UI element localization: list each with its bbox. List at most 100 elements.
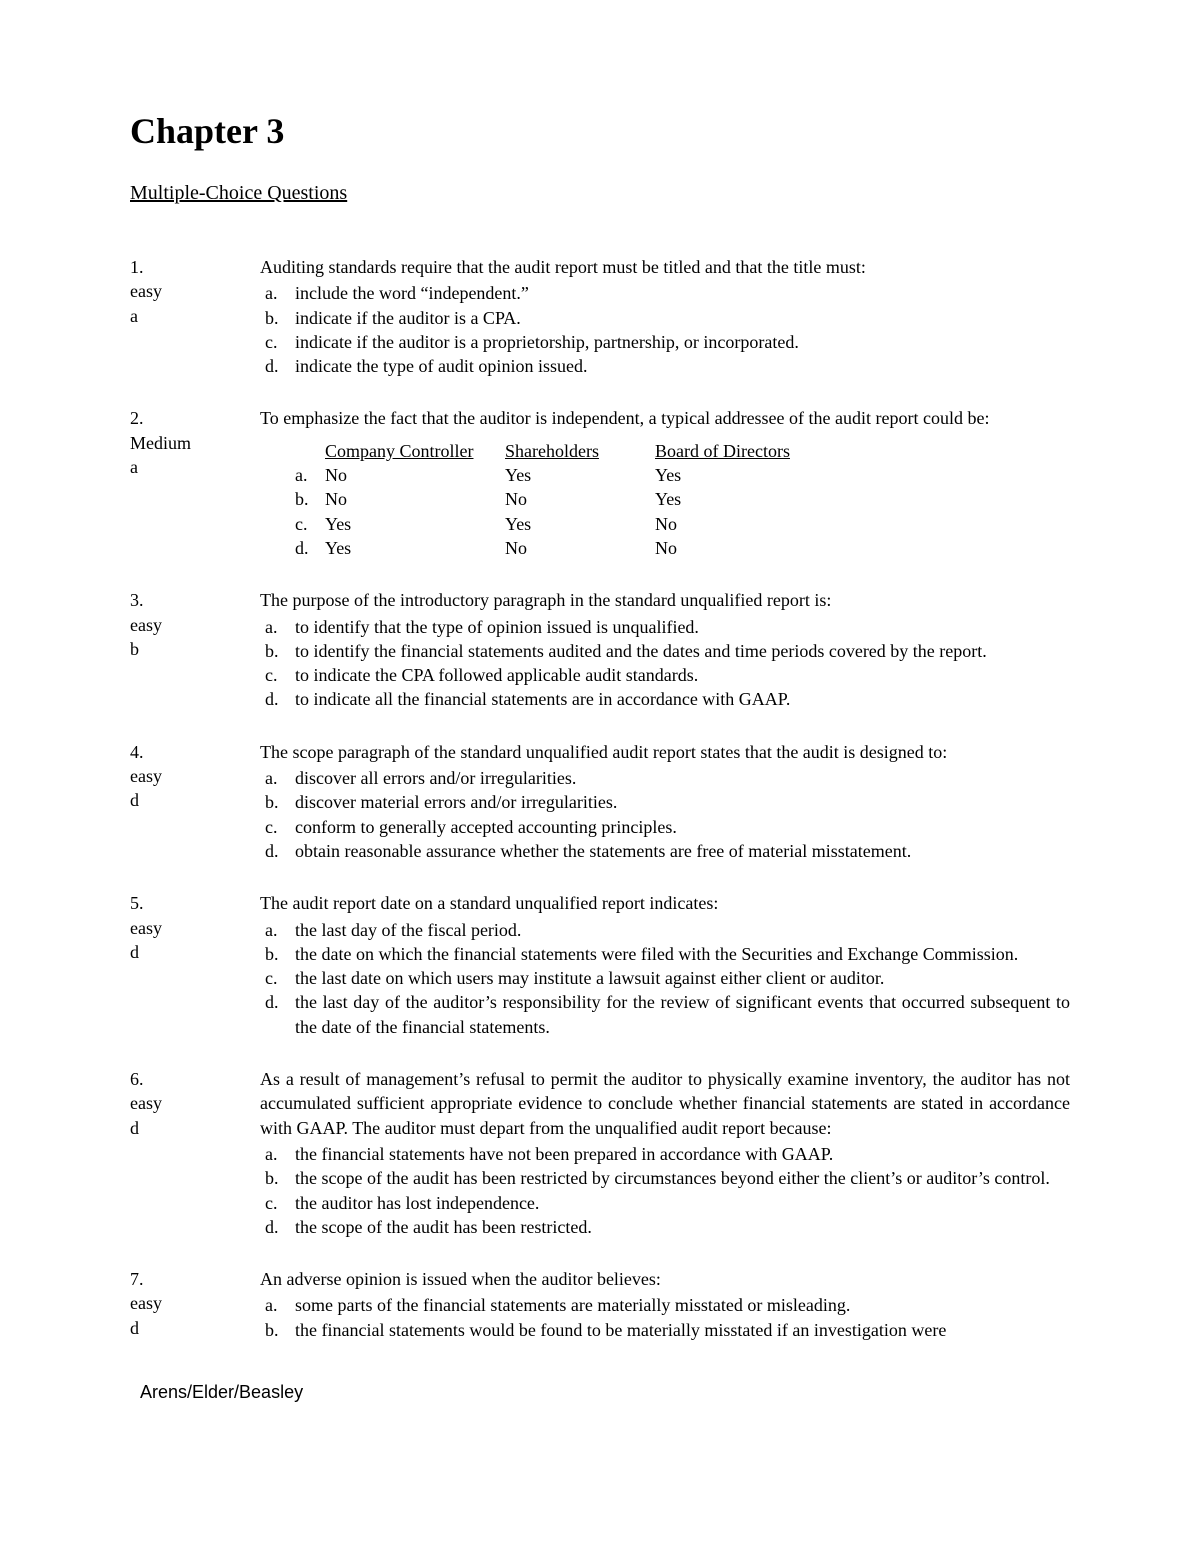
option-text: to indicate all the financial statements… [295, 687, 1070, 711]
option-row: d.the last day of the auditor’s responsi… [260, 990, 1070, 1039]
option-row: a.the last day of the fiscal period. [260, 918, 1070, 942]
option-row: b.indicate if the auditor is a CPA. [260, 306, 1070, 330]
question-answer-key: d [130, 940, 260, 964]
question-content: The purpose of the introductory paragrap… [260, 588, 1070, 711]
question-meta: 4.easyd [130, 740, 260, 863]
question-meta: 1.easya [130, 255, 260, 378]
option-row: d.the scope of the audit has been restri… [260, 1215, 1070, 1239]
question-difficulty: easy [130, 764, 260, 788]
question-content: The audit report date on a standard unqu… [260, 891, 1070, 1039]
option-text: indicate the type of audit opinion issue… [295, 354, 1070, 378]
option-text: the last day of the auditor’s responsibi… [295, 990, 1070, 1039]
question-stem: An adverse opinion is issued when the au… [260, 1267, 1070, 1291]
option-letter: c. [260, 663, 295, 687]
option-row: b.to identify the financial statements a… [260, 639, 1070, 663]
option-row: b.the date on which the financial statem… [260, 942, 1070, 966]
option-text: the date on which the financial statemen… [295, 942, 1070, 966]
option-text: to identify that the type of opinion iss… [295, 615, 1070, 639]
option-letter: c. [260, 966, 295, 990]
option-row: c.the auditor has lost independence. [260, 1191, 1070, 1215]
question-stem: The audit report date on a standard unqu… [260, 891, 1070, 915]
question-block: 7.easyd An adverse opinion is issued when… [130, 1267, 1070, 1342]
option-row: a.include the word “independent.” [260, 281, 1070, 305]
section-title: Multiple-Choice Questions [130, 182, 1070, 205]
option-letter: d. [260, 839, 295, 863]
matrix-cell: Yes [505, 512, 655, 536]
question-content: To emphasize the fact that the auditor i… [260, 406, 1070, 560]
question-meta: 3.easyb [130, 588, 260, 711]
option-row: a.the financial statements have not been… [260, 1142, 1070, 1166]
matrix-cell: No [655, 512, 835, 536]
option-letter: a. [260, 918, 295, 942]
question-number: 6. [130, 1067, 260, 1091]
question-number: 1. [130, 255, 260, 279]
option-row: c.the last date on which users may insti… [260, 966, 1070, 990]
option-row: d.obtain reasonable assurance whether th… [260, 839, 1070, 863]
option-letter: b. [260, 306, 295, 330]
question-answer-key: d [130, 1316, 260, 1340]
option-letter: a. [260, 1293, 295, 1317]
option-text: conform to generally accepted accounting… [295, 815, 1070, 839]
question-difficulty: easy [130, 1091, 260, 1115]
question-content: An adverse opinion is issued when the au… [260, 1267, 1070, 1342]
option-letter: c. [260, 330, 295, 354]
option-letter: d. [260, 687, 295, 711]
matrix-header-row: Company ControllerShareholdersBoard of D… [295, 439, 1070, 463]
question-difficulty: easy [130, 916, 260, 940]
option-letter: d. [260, 990, 295, 1039]
option-row: c.indicate if the auditor is a proprieto… [260, 330, 1070, 354]
question-number: 5. [130, 891, 260, 915]
matrix-cell: Yes [325, 512, 505, 536]
question-block: 3.easybThe purpose of the introductory p… [130, 588, 1070, 711]
option-letter: a. [260, 1142, 295, 1166]
question-stem: The scope paragraph of the standard unqu… [260, 740, 1070, 764]
question-number: 7. [130, 1267, 260, 1291]
matrix-cell: No [505, 536, 655, 560]
question-stem: As a result of management’s refusal to p… [260, 1067, 1070, 1140]
option-text: some parts of the financial statements a… [295, 1293, 1070, 1317]
chapter-title: Chapter 3 [130, 110, 1070, 152]
question-meta: 2.Mediuma [130, 406, 260, 560]
question-content: The scope paragraph of the standard unqu… [260, 740, 1070, 863]
option-text: discover material errors and/or irregula… [295, 790, 1070, 814]
question-meta: 6.easyd [130, 1067, 260, 1239]
matrix-cell: No [325, 487, 505, 511]
option-letter: a. [260, 615, 295, 639]
option-letter: d. [260, 354, 295, 378]
option-text: the last date on which users may institu… [295, 966, 1070, 990]
option-letter: c. [260, 815, 295, 839]
option-text: the scope of the audit has been restrict… [295, 1166, 1070, 1190]
matrix-row-letter: a. [295, 463, 325, 487]
matrix-cell: No [505, 487, 655, 511]
option-text: obtain reasonable assurance whether the … [295, 839, 1070, 863]
matrix-cell: Yes [505, 463, 655, 487]
questions-container: 1.easyaAuditing standards require that t… [130, 255, 1070, 1342]
option-row: b.the financial statements would be foun… [260, 1318, 1070, 1342]
option-letter: b. [260, 942, 295, 966]
matrix-cell: No [655, 536, 835, 560]
matrix-cell: No [325, 463, 505, 487]
question-stem: The purpose of the introductory paragrap… [260, 588, 1070, 612]
question-content: Auditing standards require that the audi… [260, 255, 1070, 378]
option-row: c.conform to generally accepted accounti… [260, 815, 1070, 839]
question-difficulty: Medium [130, 431, 260, 455]
question-number: 2. [130, 406, 260, 430]
question-answer-key: a [130, 304, 260, 328]
option-letter: b. [260, 639, 295, 663]
matrix-row: c.YesYesNo [295, 512, 1070, 536]
question-difficulty: easy [130, 1291, 260, 1315]
option-text: the financial statements have not been p… [295, 1142, 1070, 1166]
option-letter: b. [260, 1318, 295, 1342]
matrix-row-letter: c. [295, 512, 325, 536]
question-stem: To emphasize the fact that the auditor i… [260, 406, 1070, 430]
matrix-row: a.NoYesYes [295, 463, 1070, 487]
question-difficulty: easy [130, 613, 260, 637]
option-text: to indicate the CPA followed applicable … [295, 663, 1070, 687]
option-text: indicate if the auditor is a CPA. [295, 306, 1070, 330]
option-letter: a. [260, 281, 295, 305]
matrix-column-header: Shareholders [505, 439, 655, 463]
page-footer: Arens/Elder/Beasley [130, 1382, 1070, 1403]
question-number: 4. [130, 740, 260, 764]
question-block: 4.easydThe scope paragraph of the standa… [130, 740, 1070, 863]
option-text: the scope of the audit has been restrict… [295, 1215, 1070, 1239]
